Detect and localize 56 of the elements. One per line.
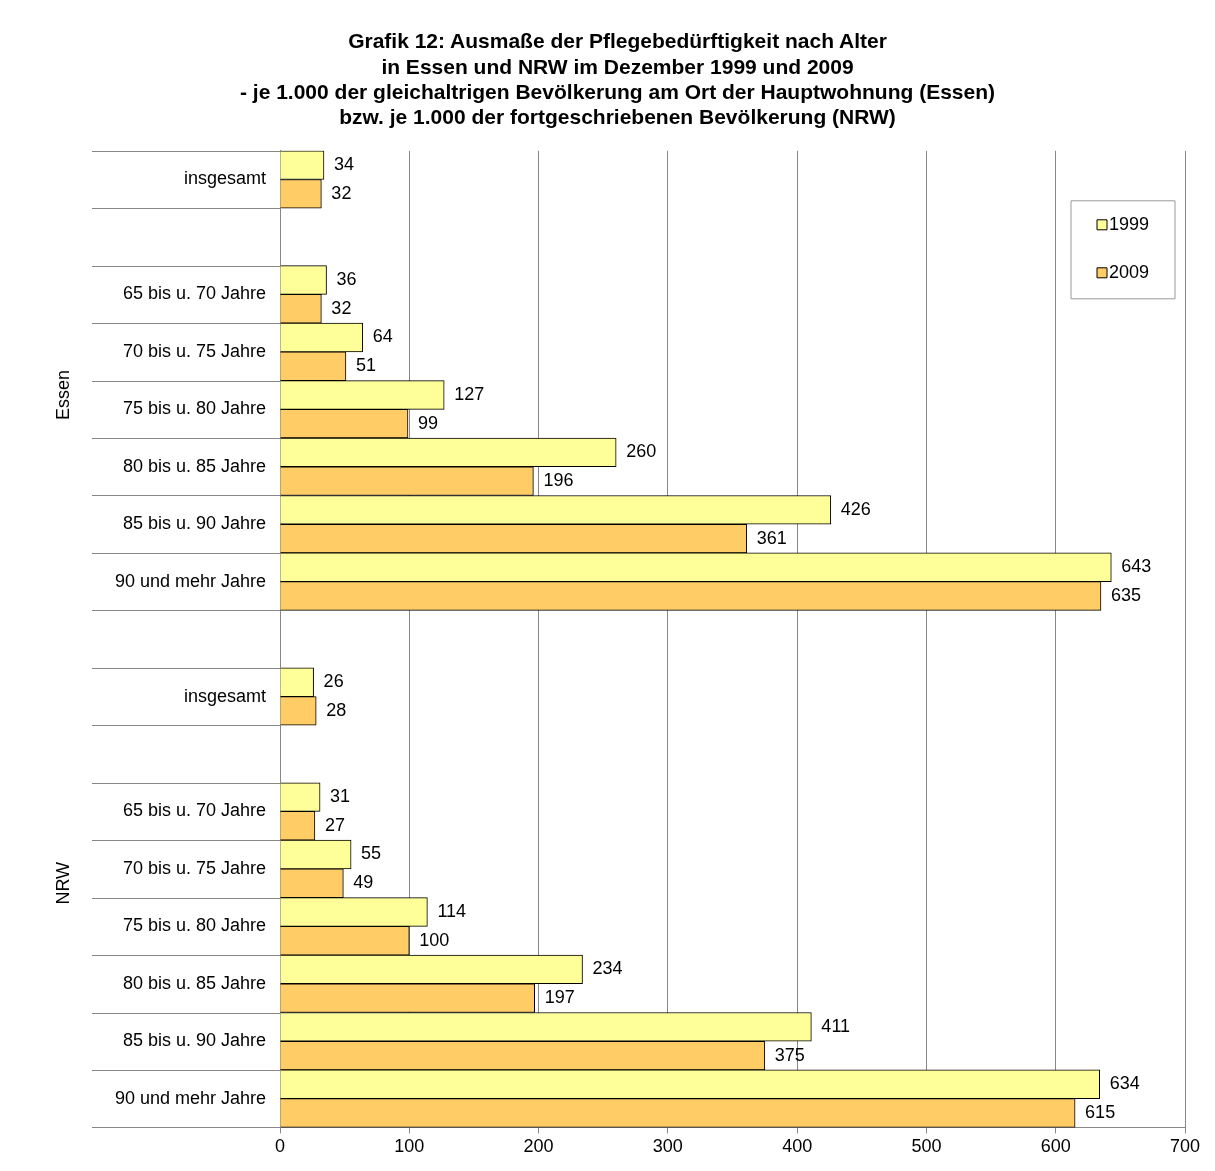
data-label: 196: [543, 470, 574, 491]
data-label: 36: [336, 269, 357, 290]
data-label: 375: [774, 1044, 805, 1065]
x-tick-label: 600: [1040, 1136, 1071, 1157]
y-tick-label: 75 bis u. 80 Jahre: [122, 398, 266, 419]
x-tick-label: 0: [274, 1136, 286, 1157]
data-label: 411: [821, 1015, 851, 1036]
text: NRW: [52, 861, 73, 905]
chart-title: Grafik 12: Ausmaße der Pflegebedürftigkeit nach Alter in Essen und NRW im Dezember 1999 und 2009: [348, 29, 887, 78]
x-tick-label: 300: [652, 1136, 683, 1157]
y-tick-label: 80 bis u. 85 Jahre: [122, 455, 266, 476]
data-label: 234: [592, 958, 623, 979]
y-tick-label: 85 bis u. 90 Jahre: [122, 513, 266, 534]
x-tick-label: 400: [782, 1136, 813, 1157]
y-tick-label: 85 bis u. 90 Jahre: [122, 1030, 266, 1051]
y-tick-label: 75 bis u. 80 Jahre: [122, 915, 266, 936]
data-label: 100: [419, 929, 450, 950]
data-label: 34: [333, 154, 354, 175]
y-tick-label: insgesamt: [183, 168, 266, 189]
data-label: 32: [331, 297, 352, 318]
y-tick-label: 90 und mehr Jahre: [114, 570, 266, 591]
legend-label: 2009: [1109, 261, 1150, 282]
data-label: 51: [355, 355, 376, 376]
y-tick-label: 70 bis u. 75 Jahre: [122, 340, 266, 361]
data-label: 49: [353, 872, 374, 893]
data-label: 28: [326, 699, 347, 720]
y-tick-label: 65 bis u. 70 Jahre: [122, 800, 266, 821]
data-label: 643: [1121, 556, 1152, 577]
x-tick-label: 200: [523, 1136, 554, 1157]
data-label: 31: [330, 786, 351, 807]
x-tick-label: 700: [1169, 1136, 1201, 1157]
data-label: 64: [372, 326, 393, 347]
data-label: 361: [756, 527, 787, 548]
data-label: 197: [544, 987, 575, 1008]
chart-subtitle: - je 1.000 der gleichaltrigen Bevölkerung am Ort der Hauptwohnung (Essen) bzw. je 1.000 der fortgeschriebenen Bevölkerung (NRW): [240, 79, 995, 128]
data-label: 55: [361, 843, 382, 864]
y-tick-label: 90 und mehr Jahre: [114, 1087, 266, 1108]
x-tick-label: 100: [394, 1136, 425, 1157]
y-tick-label: 80 bis u. 85 Jahre: [122, 972, 266, 993]
data-label: 32: [331, 182, 352, 203]
legend-label: 1999: [1109, 213, 1150, 234]
y-tick-label: 70 bis u. 75 Jahre: [122, 857, 266, 878]
y-tick-label: insgesamt: [183, 685, 266, 706]
data-label: 99: [417, 412, 439, 433]
data-label: 26: [323, 671, 344, 692]
text: Essen: [52, 369, 73, 420]
y-tick-label: 65 bis u. 70 Jahre: [122, 283, 266, 304]
data-label: 615: [1085, 1102, 1116, 1123]
data-label: 114: [437, 900, 467, 921]
data-label: 426: [840, 498, 871, 519]
data-label: 635: [1110, 584, 1142, 605]
data-label: 260: [626, 441, 657, 462]
data-label: 27: [324, 814, 345, 835]
data-label: 634: [1109, 1073, 1140, 1094]
x-tick-label: 500: [911, 1136, 942, 1157]
data-label: 127: [454, 383, 485, 404]
